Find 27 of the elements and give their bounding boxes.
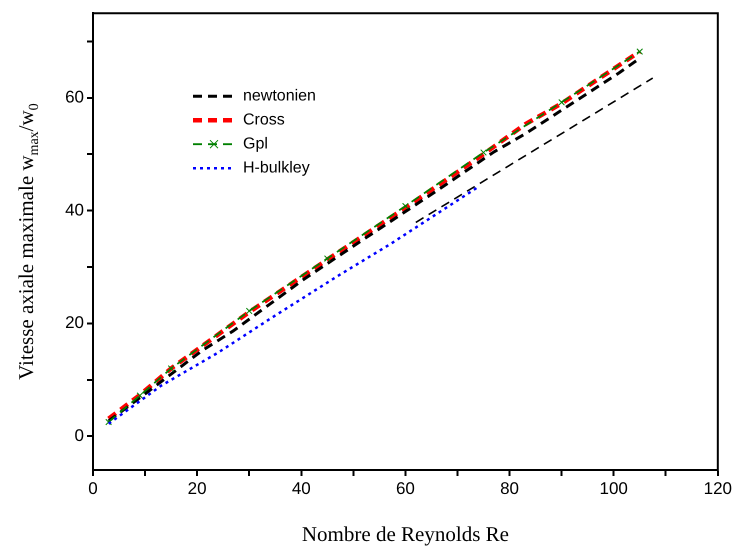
x-tick-label: 0 (88, 478, 98, 498)
x-tick-label: 120 (704, 478, 732, 498)
y-axis-title: Vitesse axiale maximale wmax/w0 (14, 103, 42, 380)
x-tick-label: 80 (500, 478, 520, 498)
x-tick-label: 100 (599, 478, 628, 498)
x-tick-label: 40 (292, 478, 311, 498)
point (105, 418, 112, 426)
line-series (107, 186, 480, 426)
x-tick-label: 60 (396, 478, 415, 498)
point (636, 48, 644, 55)
point (480, 149, 487, 156)
legend-label: newtonien (243, 88, 316, 105)
y-tick-label: 0 (74, 426, 84, 445)
point (402, 202, 409, 210)
y-tick-label: 60 (65, 87, 84, 106)
y-tick-label: 40 (65, 200, 84, 220)
y-tick-label: 20 (65, 313, 84, 332)
legend-label: Cross (243, 112, 285, 129)
point (558, 98, 565, 106)
point (246, 308, 253, 314)
point (324, 255, 331, 262)
point (168, 365, 174, 372)
x-axis-title: Nombre de Reynolds Re (302, 522, 509, 546)
legend-label: H-bulkley (243, 160, 310, 177)
point (136, 392, 144, 399)
x-tick-label: 20 (188, 478, 207, 498)
legend-label: Gpl (243, 136, 268, 153)
